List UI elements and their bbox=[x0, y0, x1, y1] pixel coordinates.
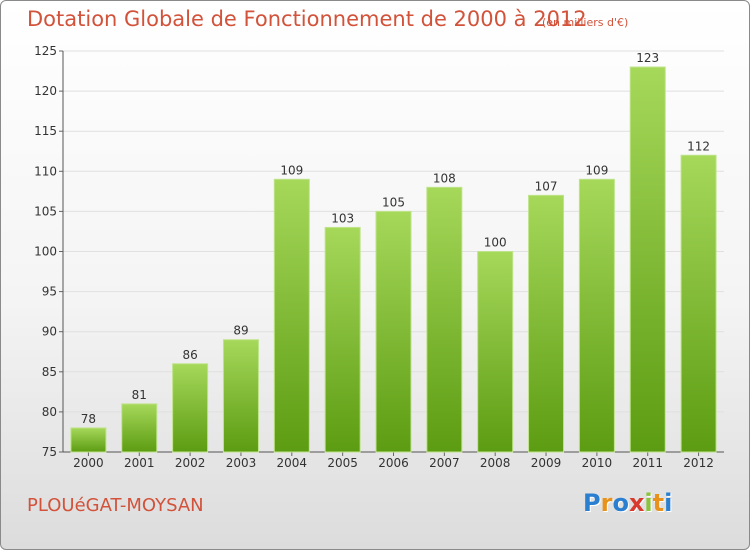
proxiti-logo[interactable]: Proxiti bbox=[583, 489, 672, 517]
y-tick-label: 85 bbox=[42, 365, 57, 379]
bar-2007 bbox=[426, 186, 463, 453]
chart-unit: (en milliers d'€) bbox=[542, 16, 629, 29]
x-tick-label: 2006 bbox=[378, 456, 409, 470]
bar-2011 bbox=[629, 66, 666, 453]
x-tick-label: 2008 bbox=[480, 456, 511, 470]
logo-letter: i bbox=[644, 489, 653, 517]
value-label: 109 bbox=[585, 163, 608, 177]
bar-2012 bbox=[680, 154, 717, 453]
value-label: 86 bbox=[182, 348, 197, 362]
bar-2003 bbox=[222, 339, 259, 453]
x-tick-label: 2009 bbox=[531, 456, 562, 470]
value-label: 100 bbox=[484, 236, 507, 250]
value-label: 107 bbox=[535, 179, 558, 193]
y-tick-label: 75 bbox=[42, 445, 57, 459]
logo-letter: x bbox=[628, 489, 645, 517]
y-tick-label: 105 bbox=[34, 204, 57, 218]
bar-2002 bbox=[172, 363, 209, 453]
bar-2006 bbox=[375, 210, 412, 453]
y-tick-label: 95 bbox=[42, 285, 57, 299]
x-tick-label: 2005 bbox=[327, 456, 358, 470]
x-tick-label: 2012 bbox=[683, 456, 714, 470]
x-tick-label: 2011 bbox=[632, 456, 663, 470]
value-label: 78 bbox=[81, 412, 96, 426]
x-tick-label: 2004 bbox=[277, 456, 308, 470]
y-tick-label: 90 bbox=[42, 325, 57, 339]
chart-title: Dotation Globale de Fonctionnement de 20… bbox=[27, 7, 587, 31]
y-tick-label: 120 bbox=[34, 84, 57, 98]
x-tick-label: 2003 bbox=[226, 456, 257, 470]
x-tick-label: 2001 bbox=[124, 456, 155, 470]
y-tick-label: 125 bbox=[34, 44, 57, 58]
bar-2001 bbox=[121, 403, 158, 453]
value-label: 108 bbox=[433, 171, 456, 185]
value-label: 123 bbox=[636, 51, 659, 65]
labels: 75 80 85 90 95 100 105 110 115 120 125 78 2000 81 2001… bbox=[34, 44, 714, 470]
logo-letter: r bbox=[600, 489, 613, 517]
y-tick-label: 100 bbox=[34, 245, 57, 259]
x-tick-label: 2002 bbox=[175, 456, 206, 470]
value-label: 103 bbox=[331, 211, 354, 225]
logo-letter: t bbox=[652, 489, 665, 517]
x-tick-label: 2010 bbox=[582, 456, 613, 470]
bars bbox=[70, 66, 717, 453]
bar-2008 bbox=[477, 251, 514, 453]
bar-2010 bbox=[578, 178, 615, 453]
value-label: 81 bbox=[132, 388, 147, 402]
value-label: 112 bbox=[687, 139, 710, 153]
x-tick-label: 2007 bbox=[429, 456, 460, 470]
logo-letter: o bbox=[612, 489, 629, 517]
commune-name: PLOUéGAT-MOYSAN bbox=[27, 495, 204, 516]
value-label: 89 bbox=[233, 324, 248, 338]
logo-letter: i bbox=[664, 489, 673, 517]
bar-2000 bbox=[70, 427, 107, 453]
x-tick-label: 2000 bbox=[73, 456, 104, 470]
value-label: 109 bbox=[280, 163, 303, 177]
y-tick-label: 115 bbox=[34, 124, 57, 138]
value-label: 105 bbox=[382, 195, 405, 209]
logo-letter: P bbox=[583, 489, 601, 517]
y-tick-label: 80 bbox=[42, 405, 57, 419]
bar-2009 bbox=[528, 194, 565, 453]
bar-2005 bbox=[324, 226, 361, 453]
y-tick-label: 110 bbox=[34, 164, 57, 178]
bar-2004 bbox=[273, 178, 310, 453]
